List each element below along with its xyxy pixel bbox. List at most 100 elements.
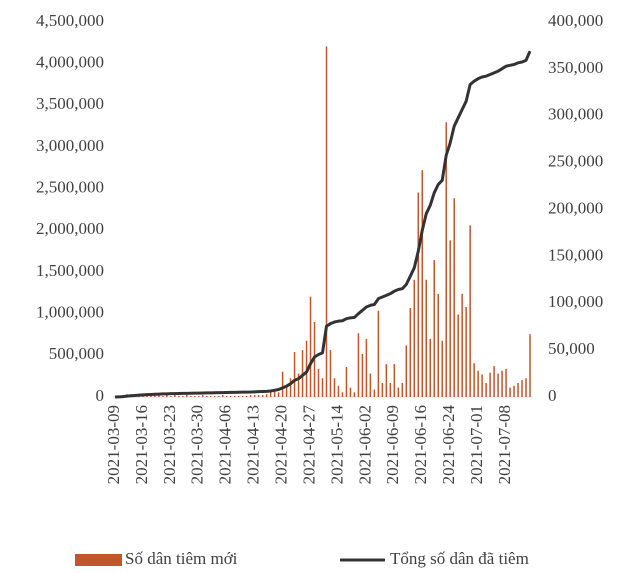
bar xyxy=(233,396,236,397)
bar xyxy=(206,396,208,397)
y-tick-label: 4,000,000 xyxy=(36,53,104,72)
bar xyxy=(417,192,420,397)
bar xyxy=(365,338,368,397)
x-tick-label: 2021-03-30 xyxy=(188,405,207,484)
bar xyxy=(369,373,372,397)
bar xyxy=(285,385,288,397)
bar xyxy=(473,363,475,397)
y-tick-label: 1,000,000 xyxy=(36,303,104,322)
bar xyxy=(182,396,184,397)
bar xyxy=(525,378,527,397)
y2-tick-label: 100,000 xyxy=(548,292,603,311)
bar xyxy=(485,382,487,397)
bar xyxy=(413,279,416,397)
bar xyxy=(397,387,400,397)
bar xyxy=(445,122,447,397)
bar xyxy=(309,296,312,397)
bar xyxy=(393,364,396,397)
bar xyxy=(409,307,412,397)
bar xyxy=(297,373,300,397)
bar xyxy=(501,370,503,397)
bar xyxy=(170,396,172,397)
bar xyxy=(158,394,160,397)
bar xyxy=(293,352,296,397)
y-tick-label: 3,000,000 xyxy=(36,136,104,155)
bar xyxy=(401,382,404,397)
bar xyxy=(229,396,232,397)
bar xyxy=(261,395,264,397)
bar xyxy=(441,340,443,397)
bar xyxy=(225,396,228,397)
bar xyxy=(341,392,344,397)
bar xyxy=(377,310,380,397)
legend-swatch xyxy=(75,554,122,566)
bar xyxy=(154,395,156,397)
y-tick-label: 500,000 xyxy=(49,344,104,363)
x-tick-label: 2021-03-23 xyxy=(160,405,179,484)
bar xyxy=(317,368,320,397)
x-tick-label: 2021-07-08 xyxy=(495,405,514,484)
bar xyxy=(265,394,268,397)
bar xyxy=(509,387,511,397)
y2-tick-label: 300,000 xyxy=(548,105,603,124)
bar xyxy=(517,382,519,397)
bar xyxy=(217,396,220,397)
bar xyxy=(221,395,224,397)
x-tick-label: 2021-05-14 xyxy=(327,405,346,485)
line xyxy=(114,50,532,399)
bar xyxy=(325,46,328,397)
bar xyxy=(174,395,176,397)
y2-tick-label: 350,000 xyxy=(548,58,603,77)
x-tick-label: 2021-06-24 xyxy=(439,405,458,485)
bar xyxy=(405,345,408,397)
bar xyxy=(166,395,168,397)
x-tick-label: 2021-04-20 xyxy=(272,405,291,484)
x-tick-label: 2021-04-06 xyxy=(216,405,235,484)
bar xyxy=(477,370,479,397)
bar xyxy=(453,198,455,397)
bar xyxy=(329,350,332,397)
bar xyxy=(457,314,459,397)
y2-tick-label: 0 xyxy=(548,386,557,405)
y-tick-label: 0 xyxy=(96,386,105,405)
bar xyxy=(178,396,180,397)
bar xyxy=(273,389,276,397)
bar xyxy=(489,372,491,397)
y2-tick-label: 150,000 xyxy=(548,245,603,264)
bar xyxy=(190,396,192,397)
y-tick-label: 3,500,000 xyxy=(36,94,104,113)
x-tick-label: 2021-06-02 xyxy=(355,405,374,484)
bar xyxy=(437,293,439,397)
y-tick-label: 1,500,000 xyxy=(36,261,104,280)
x-tick-label: 2021-06-09 xyxy=(383,405,402,484)
bar xyxy=(257,395,260,397)
bar xyxy=(429,338,431,397)
bar xyxy=(249,395,252,397)
bar xyxy=(150,395,152,397)
x-tick-label: 2021-03-09 xyxy=(104,405,123,484)
bar xyxy=(289,378,292,397)
bar xyxy=(425,279,428,397)
bar xyxy=(381,382,384,397)
bar xyxy=(269,392,272,397)
bar xyxy=(521,380,523,397)
bar xyxy=(357,333,360,397)
bar xyxy=(241,396,244,397)
bar xyxy=(210,396,212,397)
bar xyxy=(433,260,435,397)
y-tick-label: 2,500,000 xyxy=(36,178,104,197)
bar xyxy=(202,395,204,397)
bar xyxy=(321,378,324,397)
bar xyxy=(214,396,216,397)
bar xyxy=(469,225,471,397)
bar xyxy=(162,396,164,397)
bar xyxy=(194,396,196,397)
bar xyxy=(497,373,499,397)
x-tick-label: 2021-04-13 xyxy=(244,405,263,484)
y-tick-label: 4,500,000 xyxy=(36,11,104,30)
x-tick-label: 2021-06-16 xyxy=(411,405,430,484)
bar xyxy=(345,367,348,397)
bar xyxy=(493,366,495,397)
bar xyxy=(385,364,388,397)
